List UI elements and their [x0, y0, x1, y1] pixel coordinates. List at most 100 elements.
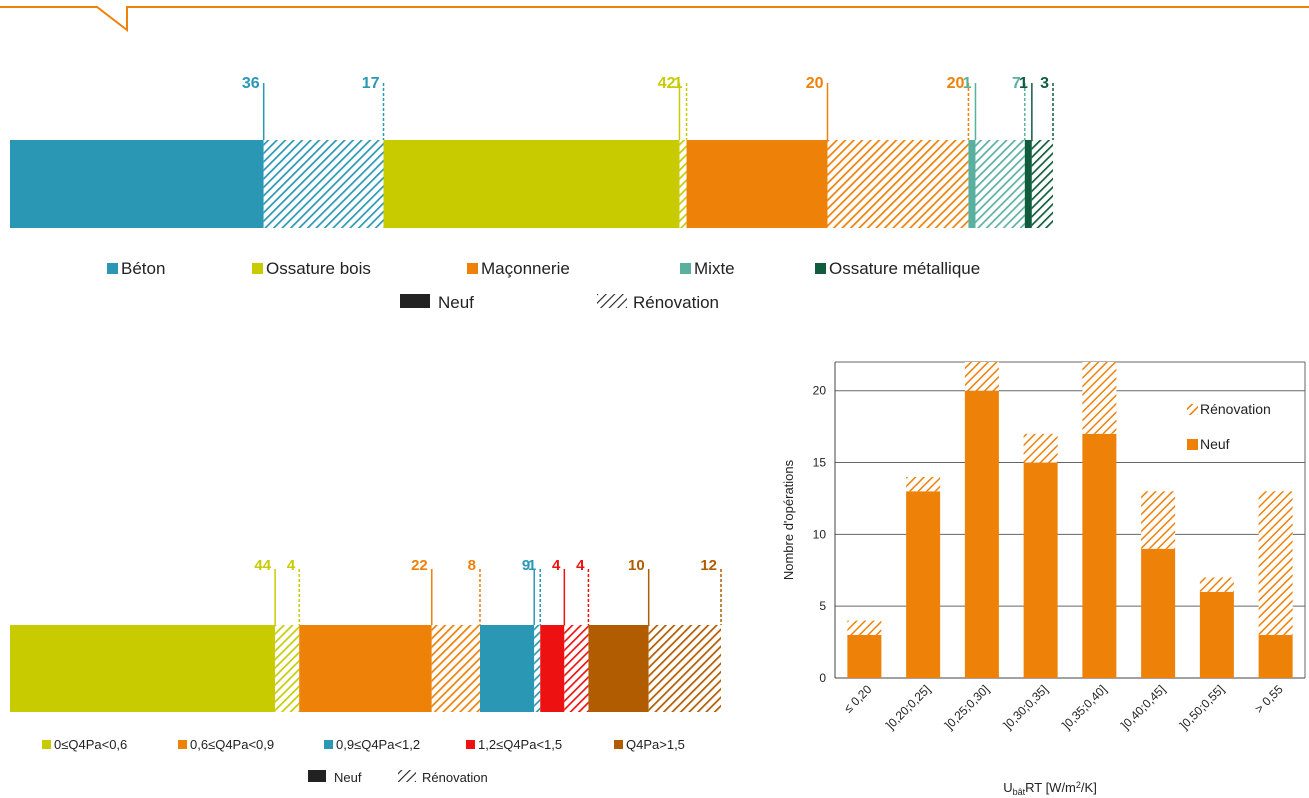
bar-segment-neuf [383, 140, 680, 228]
bar-renovation [1082, 362, 1117, 434]
bar-neuf [847, 634, 882, 678]
legend-swatch-renovation [1187, 404, 1198, 415]
bar-renovation [1258, 491, 1293, 635]
legend-label: Maçonnerie [481, 259, 570, 278]
data-label: 7 [1012, 75, 1021, 92]
bar-renovation [1199, 577, 1234, 592]
data-label: 4 [552, 557, 561, 574]
bar-segment-neuf [588, 625, 649, 712]
data-label: 20 [806, 75, 824, 92]
x-tick-label: > 0,55 [1252, 682, 1286, 716]
data-label: 4 [576, 557, 585, 574]
legend-neuf-swatch [308, 770, 326, 782]
chart-ubat: 0 5 10 15 20 ≤ 0,20]0,20;0,25]]0,25;0,30]]0,3… [781, 361, 1306, 797]
legend-label: Mixte [694, 259, 735, 278]
legend-swatch [466, 740, 475, 749]
y-tick-label: 5 [819, 599, 826, 613]
legend-label: 1,2≤Q4Pa<1,5 [478, 737, 562, 752]
legend-label: 0≤Q4Pa<0,6 [54, 737, 127, 752]
bar-neuf [906, 491, 941, 678]
x-axis-label-part: bât [1013, 787, 1026, 797]
legend-label: Q4Pa>1,5 [626, 737, 685, 752]
bar-segment-neuf [299, 625, 432, 712]
x-tick-label: ]0,40;0,45] [1118, 682, 1168, 732]
bar-segment-renovation [1031, 140, 1053, 228]
legend-neuf-swatch [400, 294, 430, 308]
legend-swatch [467, 263, 478, 274]
legend-label: Rénovation [1200, 401, 1271, 417]
y-tick-label: 20 [813, 384, 827, 398]
y-tick-label: 15 [813, 456, 827, 470]
legend-swatch [680, 263, 691, 274]
x-axis-label: UbâtRT [W/m2/K] [1003, 780, 1097, 797]
y-tick-label: 10 [813, 527, 827, 541]
bar-neuf [1023, 462, 1058, 678]
legend-label: Neuf [1200, 436, 1230, 452]
x-tick-label: ≤ 0,20 [841, 682, 875, 716]
bar-renovation [1023, 433, 1058, 463]
bar-segment-neuf [540, 625, 565, 712]
bar-segment-renovation [275, 625, 300, 712]
bar-segment-renovation [827, 140, 969, 228]
legend: Rénovation Neuf [1187, 401, 1271, 452]
legend: 0≤Q4Pa<0,6 0,6≤Q4Pa<0,9 0,9≤Q4Pa<1,2 1,2≤Q4… [42, 737, 685, 785]
x-tick-label: ]0,20;0,25] [883, 682, 933, 732]
bar-segment-renovation [648, 625, 721, 712]
bar-neuf [964, 390, 999, 678]
x-axis-label-part: 2 [1076, 780, 1081, 790]
data-label: 9 [522, 557, 530, 574]
legend-neuf-label: Neuf [438, 293, 474, 312]
data-label: 17 [362, 75, 380, 92]
legend-swatch [178, 740, 187, 749]
y-tick-label: 0 [819, 671, 826, 685]
x-axis-label-part: RT [W/m [1025, 780, 1076, 795]
bar-renovation [1141, 491, 1176, 549]
bar-segment-neuf [1024, 140, 1032, 228]
legend-renovation-label: Rénovation [422, 770, 488, 785]
bar-segment-neuf [10, 625, 276, 712]
bar-renovation [964, 362, 999, 391]
legend-label: 0,9≤Q4Pa<1,2 [336, 737, 420, 752]
data-label: 1 [1019, 75, 1028, 92]
data-label: 3 [1040, 75, 1049, 92]
legend-label: Ossature bois [266, 259, 371, 278]
data-label: 1 [963, 75, 972, 92]
x-tick-label: ]0,30;0,35] [1001, 682, 1051, 732]
legend-label: 0,6≤Q4Pa<0,9 [190, 737, 274, 752]
bar-renovation [906, 476, 941, 492]
bar-neuf [1258, 634, 1293, 678]
bar-neuf [1141, 548, 1176, 678]
legend-swatch [614, 740, 623, 749]
legend-label: Béton [121, 259, 165, 278]
bar-segment-neuf [968, 140, 976, 228]
legend-swatch-neuf [1187, 439, 1198, 450]
data-label: 8 [468, 557, 476, 574]
legend-renovation-label: Rénovation [633, 293, 719, 312]
legend-swatch [324, 740, 333, 749]
bar-neuf [1199, 591, 1234, 678]
bar-segment-neuf [686, 140, 828, 228]
legend-label: Ossature métallique [829, 259, 980, 278]
bar-segment-renovation [534, 625, 541, 712]
y-axis-label: Nombre d'opérations [781, 459, 796, 580]
bar-segment-renovation [263, 140, 384, 228]
bar-segment-neuf [10, 140, 264, 228]
header-decor-line [0, 6, 1309, 33]
x-axis-label-part: U [1003, 780, 1012, 795]
legend: Béton Ossature bois Maçonnerie Mixte Ossatur… [107, 259, 980, 312]
bar-segment-renovation [431, 625, 480, 712]
data-label: 4 [287, 557, 296, 574]
bar-renovation [847, 620, 882, 635]
data-label: 10 [628, 557, 645, 574]
data-label: 20 [947, 75, 965, 92]
bar-segment-renovation [564, 625, 589, 712]
data-label: 1 [528, 557, 536, 574]
data-label: 1 [674, 75, 683, 92]
x-tick-label: ]0,25;0,30] [942, 682, 992, 732]
data-label: 42 [658, 75, 676, 92]
bar-segment-neuf [479, 625, 535, 712]
bar-neuf [1082, 433, 1117, 678]
legend-neuf-label: Neuf [334, 770, 362, 785]
